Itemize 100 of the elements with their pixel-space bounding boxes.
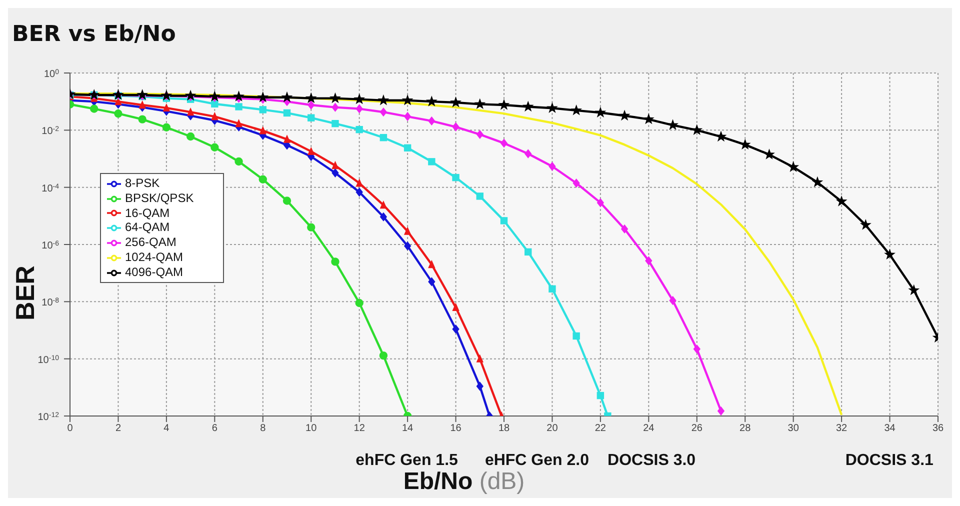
x-tick-label: 30 <box>788 423 800 434</box>
chart-title: BER vs Eb/No <box>12 22 176 47</box>
point <box>669 296 676 306</box>
point <box>211 100 218 108</box>
point <box>281 91 293 102</box>
y-tick-label: 10$^{-12}$ <box>38 412 60 423</box>
point <box>186 132 195 141</box>
point <box>259 106 266 114</box>
x-tick-label: 4 <box>164 423 170 434</box>
x-tick-label: 20 <box>546 423 558 434</box>
y-tick-label: 10$^{-6}$ <box>42 240 60 252</box>
y-tick-label: 10$^{0}$ <box>44 68 60 80</box>
point <box>452 122 460 132</box>
point <box>522 100 534 112</box>
point <box>235 118 242 128</box>
point <box>136 88 148 100</box>
point <box>332 120 339 128</box>
x-tick-label: 22 <box>594 423 606 434</box>
point <box>380 107 388 117</box>
point <box>428 116 436 126</box>
point <box>570 104 582 116</box>
legend-label: 16-QAM <box>125 206 170 220</box>
point <box>259 126 266 134</box>
point <box>330 92 341 104</box>
point <box>211 112 218 120</box>
point <box>618 110 630 121</box>
point <box>548 285 556 292</box>
x-tick-label: 12 <box>354 423 366 434</box>
point <box>812 176 824 188</box>
point <box>380 212 388 222</box>
point <box>620 224 628 234</box>
legend-label: 8-PSK <box>125 176 160 190</box>
point <box>908 284 920 296</box>
point <box>667 119 678 130</box>
point <box>162 103 170 112</box>
point <box>356 178 363 187</box>
point <box>210 143 219 152</box>
point <box>208 90 220 102</box>
point <box>474 98 486 110</box>
point <box>450 96 462 108</box>
x-tick-label: 32 <box>836 423 848 434</box>
point <box>356 104 363 114</box>
point <box>404 144 412 152</box>
point <box>404 112 412 122</box>
point <box>282 196 292 205</box>
point <box>308 114 315 122</box>
point <box>884 248 896 260</box>
point <box>233 90 244 102</box>
point <box>788 161 800 172</box>
point <box>717 406 725 416</box>
point <box>379 351 388 360</box>
x-tick-label: 36 <box>932 423 944 434</box>
x-tick-label: 10 <box>306 423 318 434</box>
x-tick-label: 2 <box>115 423 122 434</box>
x-tick-label: 16 <box>450 423 462 434</box>
point <box>452 324 460 334</box>
x-tick-label: 8 <box>260 423 266 434</box>
x-tick-label: 0 <box>67 423 74 434</box>
point <box>426 96 438 106</box>
point <box>546 102 558 113</box>
point <box>596 198 604 208</box>
x-tick-label: 6 <box>212 423 218 434</box>
point <box>380 134 388 142</box>
legend-label: 1024-QAM <box>125 250 184 264</box>
point <box>476 130 484 140</box>
point <box>404 241 412 251</box>
point <box>331 258 340 266</box>
point <box>305 92 317 104</box>
legend-label: 4096-QAM <box>125 264 184 279</box>
x-tick-label: 18 <box>498 423 510 434</box>
point <box>283 134 291 143</box>
x-tick-label: 14 <box>402 423 414 434</box>
point <box>332 168 339 178</box>
point <box>258 175 267 184</box>
point <box>138 100 146 109</box>
y-axis-title: BER <box>10 266 41 320</box>
legend-label: BPSK/QPSK <box>125 190 194 205</box>
point <box>234 157 243 166</box>
x-tick-label: 28 <box>740 423 752 434</box>
y-tick-label: 10$^{-2}$ <box>42 126 60 138</box>
point <box>836 195 848 206</box>
point <box>691 124 703 136</box>
text: DOCSIS 3.1 <box>845 452 934 470</box>
point <box>645 256 652 266</box>
point <box>572 332 580 340</box>
point <box>283 109 291 117</box>
point <box>476 382 484 391</box>
point <box>308 100 315 110</box>
point <box>572 178 580 188</box>
y-tick-label: 10$^{-8}$ <box>42 297 60 309</box>
point <box>138 115 146 124</box>
x-tick-label: 34 <box>884 423 896 434</box>
point <box>693 344 700 354</box>
legend-label: 64-QAM <box>125 220 170 234</box>
point <box>500 138 508 148</box>
point <box>257 91 269 102</box>
point <box>355 298 364 308</box>
text: ehFC Gen 1.5 <box>356 452 458 470</box>
point <box>548 162 556 171</box>
point <box>500 217 508 224</box>
